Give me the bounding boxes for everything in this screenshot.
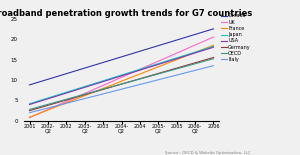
Japan [157,63,160,64]
OECD [175,68,178,70]
France [64,102,68,104]
France [101,87,105,89]
Canada [28,84,31,86]
Line: Japan: Japan [29,46,214,104]
France [157,66,160,68]
USA [28,104,31,105]
Italy [83,98,86,100]
Canada [46,78,50,80]
OECD [120,83,123,85]
Line: USA: USA [29,47,214,104]
OECD [193,63,197,65]
Canada [212,28,215,30]
UK [83,93,86,94]
OECD [138,78,142,80]
Line: France: France [29,45,214,117]
Germany [193,62,197,64]
Japan [138,68,142,70]
Italy [157,79,160,81]
Germany [46,104,50,106]
Germany [28,110,31,112]
UK [138,68,142,70]
Japan [120,74,123,76]
Italy [138,84,142,85]
Italy [64,102,68,104]
France [28,116,31,118]
Legend: Canada, UK, France, Japan, USA, Germany, OECD, Italy: Canada, UK, France, Japan, USA, Germany,… [221,13,251,62]
USA [157,64,160,65]
Line: UK: UK [29,37,214,118]
Japan [28,103,31,105]
OECD [157,73,160,75]
France [193,51,197,53]
OECD [28,108,31,110]
Italy [212,65,215,67]
Italy [193,69,197,71]
Text: Source : OECD & Website Optimization, LLC: Source : OECD & Website Optimization, LL… [165,151,250,155]
UK [64,101,68,102]
Line: Germany: Germany [29,58,214,111]
Italy [175,74,178,76]
Japan [193,51,197,53]
Canada [175,39,178,41]
UK [157,60,160,62]
Line: Italy: Italy [29,66,214,113]
UK [101,84,105,86]
Canada [83,67,86,69]
Japan [175,57,178,59]
France [175,59,178,61]
USA [64,92,68,94]
OECD [101,88,105,90]
Line: Canada: Canada [29,29,214,85]
USA [83,86,86,88]
Canada [157,45,160,47]
USA [212,46,215,48]
Japan [64,91,68,93]
Italy [46,107,50,109]
UK [175,52,178,54]
Germany [138,78,142,80]
Japan [83,86,86,87]
Japan [101,80,105,82]
OECD [64,98,68,100]
France [83,95,86,97]
Canada [193,33,197,35]
Japan [46,97,50,99]
Canada [64,73,68,75]
Italy [101,93,105,95]
UK [46,109,50,111]
UK [28,117,31,119]
UK [120,76,123,78]
Germany [212,57,215,58]
Canada [101,62,105,63]
USA [175,58,178,60]
USA [46,98,50,100]
Italy [28,112,31,114]
USA [193,52,197,54]
USA [101,81,105,83]
Germany [157,73,160,74]
Canada [120,56,123,58]
Title: Broadband penetration growth trends for G7 countries: Broadband penetration growth trends for … [0,9,252,18]
France [212,44,215,46]
OECD [83,93,86,95]
Germany [83,94,86,96]
UK [212,36,215,38]
Germany [101,89,105,90]
Line: OECD: OECD [29,59,214,109]
France [46,109,50,111]
OECD [46,103,50,105]
Germany [175,67,178,69]
Canada [138,50,142,52]
Italy [120,88,123,90]
France [138,73,142,75]
UK [193,44,197,46]
Germany [64,99,68,101]
Germany [120,83,123,85]
OECD [212,58,215,60]
USA [138,69,142,71]
USA [120,75,123,77]
Japan [212,46,215,47]
France [120,80,123,82]
